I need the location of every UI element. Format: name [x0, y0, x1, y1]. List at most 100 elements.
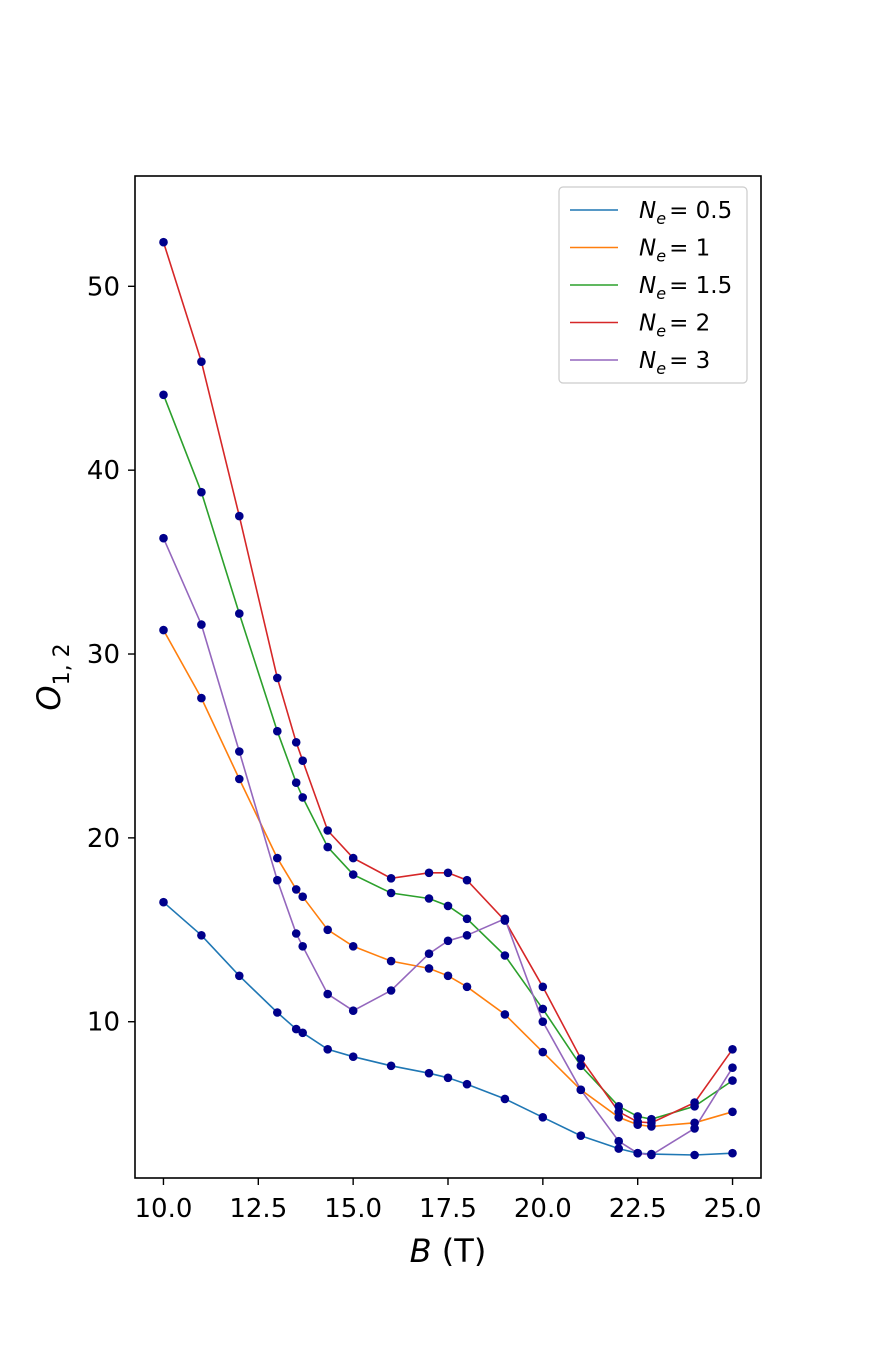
y-axis-label-variable: O: [30, 685, 68, 710]
x-tick-label: 17.5: [419, 1194, 477, 1224]
markers-layer: [159, 237, 737, 1160]
data-point-0-1: [197, 931, 206, 940]
x-tick-label: 10.0: [135, 1194, 193, 1224]
x-tick-label: 15.0: [324, 1194, 382, 1224]
data-point-2-10: [443, 901, 453, 911]
data-point-2-4: [291, 778, 301, 787]
y-axis-ticks: 10 20 30 40 50: [87, 272, 135, 1038]
data-point-0-18: [690, 1150, 699, 1160]
data-point-2-0: [159, 390, 168, 400]
x-tick-label: 20.0: [514, 1194, 572, 1224]
data-point-2-13: [538, 1004, 548, 1014]
y-tick-label: 10: [87, 1008, 120, 1038]
data-point-1-0: [159, 625, 168, 635]
series-line-2: [162, 394, 733, 1121]
data-point-2-3: [273, 726, 282, 736]
data-point-0-12: [500, 1094, 510, 1104]
data-point-3-11: [462, 875, 472, 885]
x-tick-label: 12.5: [229, 1194, 287, 1224]
series-line-1: [162, 629, 733, 1128]
data-point-3-17: [647, 1118, 656, 1128]
data-point-4-17: [647, 1150, 656, 1160]
data-point-2-8: [386, 888, 396, 898]
data-point-4-15: [614, 1136, 623, 1146]
data-point-2-14: [576, 1061, 586, 1071]
data-point-4-0: [159, 533, 168, 543]
data-point-4-11: [462, 931, 472, 940]
data-point-2-19: [728, 1076, 737, 1085]
data-point-1-19: [728, 1107, 737, 1117]
data-point-3-4: [291, 738, 301, 747]
data-point-4-12: [500, 914, 510, 924]
data-point-0-15: [614, 1144, 623, 1153]
x-axis-label-unit: (T): [432, 1232, 487, 1270]
data-point-3-7: [348, 853, 358, 863]
data-point-0-13: [538, 1113, 548, 1122]
data-point-3-1: [197, 357, 206, 367]
data-point-4-18: [690, 1124, 699, 1133]
data-point-2-1: [197, 487, 206, 497]
data-point-1-11: [462, 982, 472, 992]
data-point-2-5: [298, 793, 308, 802]
data-point-4-1: [197, 620, 206, 629]
legend-label-2: Ne = 1.5: [639, 273, 732, 303]
data-point-4-13: [538, 1017, 548, 1026]
data-point-4-5: [298, 942, 308, 951]
data-point-3-3: [273, 673, 282, 683]
data-point-1-10: [443, 971, 453, 981]
data-point-1-13: [538, 1047, 548, 1057]
data-point-4-2: [235, 747, 244, 756]
data-point-1-1: [197, 693, 206, 703]
data-point-4-19: [728, 1063, 737, 1072]
data-point-3-0: [159, 237, 168, 247]
legend-label-1: Ne = 1: [639, 236, 710, 266]
x-axis-label-variable: B: [410, 1232, 432, 1270]
data-point-3-8: [386, 874, 396, 883]
data-point-3-9: [424, 868, 434, 878]
data-point-2-7: [348, 870, 358, 879]
legend-label-0: Ne = 0.5: [639, 198, 732, 228]
series-line-4: [162, 537, 734, 1156]
legend-label-4: Ne = 3: [639, 348, 710, 378]
data-point-0-11: [462, 1079, 472, 1089]
data-point-3-2: [235, 511, 244, 521]
data-point-0-9: [424, 1068, 434, 1078]
data-point-1-5: [298, 892, 308, 901]
data-point-1-3: [273, 853, 282, 863]
data-point-0-5: [298, 1028, 308, 1038]
data-point-0-2: [235, 971, 244, 981]
x-tick-label: 25.0: [704, 1194, 762, 1224]
data-point-3-10: [443, 868, 453, 878]
legend: Ne = 0.5 Ne = 1 Ne = 1.5 Ne = 2 Ne = 3: [558, 186, 748, 384]
data-point-1-9: [424, 964, 434, 973]
data-point-3-6: [323, 826, 333, 835]
data-point-2-2: [235, 609, 244, 618]
legend-box: [558, 186, 748, 384]
legend-label-3: Ne = 2: [639, 311, 710, 341]
x-tick-label: 22.5: [609, 1194, 667, 1224]
data-point-3-13: [538, 982, 548, 992]
data-point-1-7: [348, 942, 358, 951]
data-point-1-8: [386, 956, 396, 966]
data-point-2-6: [323, 842, 333, 852]
data-point-2-9: [424, 894, 434, 903]
x-axis-ticks: 10.0 12.5 15.0 17.5 20.0 22.5 25.0: [135, 1178, 762, 1224]
y-axis-label: O1, 2: [30, 643, 75, 710]
data-point-0-6: [323, 1045, 333, 1054]
data-point-1-2: [235, 774, 244, 784]
data-point-3-19: [728, 1045, 737, 1054]
data-point-2-11: [462, 914, 472, 924]
data-point-1-6: [323, 925, 333, 935]
data-point-0-10: [443, 1073, 453, 1083]
data-point-4-4: [291, 929, 301, 938]
data-point-4-10: [443, 936, 453, 946]
data-point-4-16: [633, 1148, 642, 1158]
y-tick-label: 40: [87, 456, 120, 486]
y-tick-label: 30: [87, 640, 120, 670]
x-axis-label: B (T): [410, 1232, 487, 1270]
data-point-4-6: [323, 989, 333, 999]
data-point-4-9: [424, 949, 434, 958]
data-point-3-18: [690, 1098, 699, 1107]
data-point-4-14: [576, 1085, 586, 1095]
